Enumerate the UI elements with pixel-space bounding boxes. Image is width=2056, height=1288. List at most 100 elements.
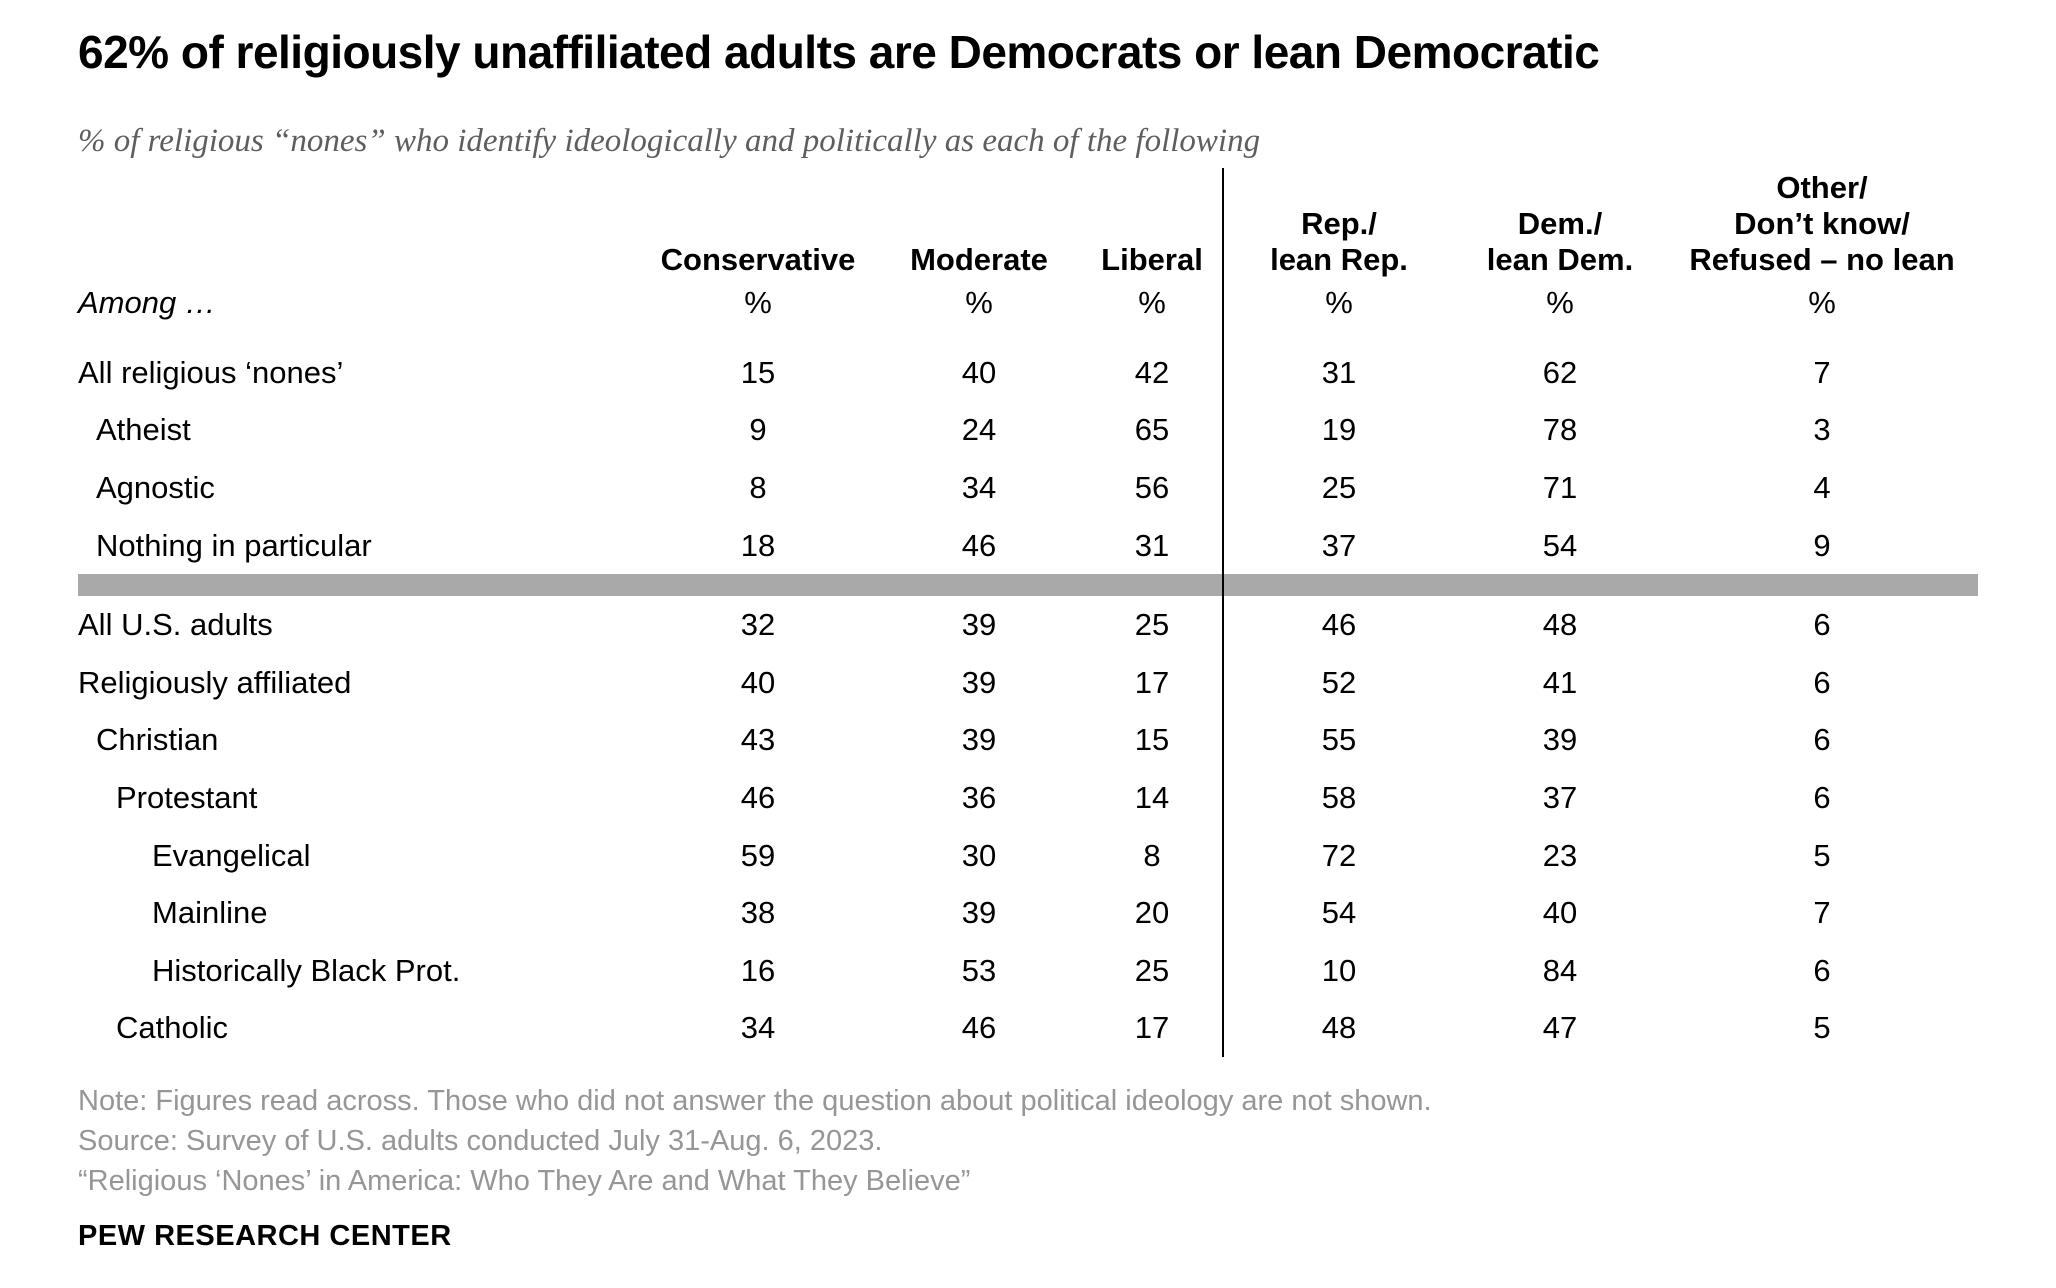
- divider-bar-cell: [876, 574, 1082, 596]
- value-cell: 42: [1134, 354, 1170, 390]
- value-cell: 8: [749, 469, 767, 505]
- value-cell: 48: [1542, 607, 1578, 643]
- column-header: Liberal: [1101, 242, 1203, 277]
- value-cell: 6: [1813, 607, 1831, 643]
- divider-bar-cell: [1082, 574, 1222, 596]
- report-subtitle: % of religious “nones” who identify ideo…: [78, 123, 1261, 159]
- value-cell: 25: [1134, 952, 1170, 988]
- value-cell: 43: [740, 722, 776, 758]
- table-row: Nothing in particular 18 46 31 37 54 9: [78, 516, 1978, 575]
- row-label: Evangelical: [152, 837, 311, 873]
- value-cell: 62: [1542, 354, 1578, 390]
- column-header: Moderate: [910, 242, 1048, 277]
- divider-bar-cell: [1222, 574, 1454, 597]
- row-label: Catholic: [116, 1010, 228, 1046]
- value-cell: 15: [740, 354, 776, 390]
- value-cell: 32: [740, 607, 776, 643]
- value-cell: 48: [1222, 999, 1454, 1058]
- value-cell: 39: [1542, 722, 1578, 758]
- value-cell: 16: [740, 952, 776, 988]
- column-header: Other/ Don’t know/ Refused – no lean: [1689, 170, 1955, 277]
- value-cell: 58: [1222, 769, 1454, 827]
- value-cell: 46: [961, 527, 997, 563]
- gap-cell: [78, 326, 640, 344]
- value-cell: 72: [1222, 826, 1454, 885]
- value-cell: 34: [740, 1010, 776, 1046]
- value-cell: 18: [740, 527, 776, 563]
- value-cell: 4: [1813, 469, 1831, 505]
- value-cell: 30: [961, 837, 997, 873]
- row-label: Mainline: [152, 895, 268, 931]
- table-row: Christian 43 39 15 55 39 6: [78, 711, 1978, 770]
- value-cell: 47: [1542, 1010, 1578, 1046]
- table-row: Catholic 34 46 17 48 47 5: [78, 999, 1978, 1058]
- value-cell: 46: [961, 1010, 997, 1046]
- divider-bar-cell: [640, 574, 876, 596]
- value-cell: 15: [1134, 722, 1170, 758]
- column-header: Rep./ lean Rep.: [1222, 168, 1454, 280]
- table-note: Note: Figures read across. Those who did…: [78, 1085, 1432, 1118]
- table-row: Agnostic 8 34 56 25 71 4: [78, 459, 1978, 517]
- brand-footer: PEW RESEARCH CENTER: [78, 1220, 452, 1253]
- value-cell: 39: [961, 722, 997, 758]
- value-cell: 20: [1134, 895, 1170, 931]
- row-label: Nothing in particular: [96, 527, 372, 563]
- value-cell: 54: [1222, 884, 1454, 942]
- gap-cell: [1082, 326, 1222, 344]
- value-cell: 9: [749, 412, 767, 448]
- table-row: Evangelical 59 30 8 72 23 5: [78, 826, 1978, 885]
- value-cell: 39: [961, 607, 997, 643]
- value-cell: 54: [1542, 527, 1578, 563]
- value-cell: 59: [740, 837, 776, 873]
- value-cell: 14: [1134, 779, 1170, 815]
- value-cell: 23: [1542, 837, 1578, 873]
- gap-cell: [1454, 326, 1666, 344]
- value-cell: 39: [961, 664, 997, 700]
- table-row: Religiously affiliated 40 39 17 52 41 6: [78, 653, 1978, 712]
- value-cell: 40: [1542, 895, 1578, 931]
- gap-cell: [1666, 326, 1978, 344]
- value-cell: 7: [1813, 895, 1831, 931]
- value-cell: 10: [1222, 941, 1454, 1000]
- value-cell: 8: [1143, 837, 1161, 873]
- unit-cell: %: [965, 285, 993, 320]
- unit-cell: %: [1546, 285, 1574, 320]
- table-row: Atheist 9 24 65 19 78 3: [78, 401, 1978, 460]
- divider-bar-row: [78, 574, 1978, 597]
- stat-table: Conservative Moderate Liberal Rep./ lean Re…: [78, 168, 1978, 1058]
- column-header: Conservative: [660, 242, 856, 277]
- value-cell: 9: [1813, 527, 1831, 563]
- value-cell: 7: [1813, 354, 1831, 390]
- value-cell: 56: [1134, 469, 1170, 505]
- value-cell: 65: [1134, 412, 1170, 448]
- row-label: All U.S. adults: [78, 607, 273, 643]
- row-label: Protestant: [116, 779, 258, 815]
- value-cell: 78: [1542, 412, 1578, 448]
- value-cell: 55: [1222, 711, 1454, 770]
- row-label: Atheist: [96, 412, 191, 448]
- value-cell: 46: [1222, 596, 1454, 654]
- table-row: All religious ‘nones’ 15 40 42 31 62 7: [78, 344, 1978, 402]
- value-cell: 36: [961, 779, 997, 815]
- gap-cell: [640, 326, 876, 344]
- table-row: All U.S. adults 32 39 25 46 48 6: [78, 596, 1978, 654]
- value-cell: 40: [740, 664, 776, 700]
- value-cell: 53: [961, 952, 997, 988]
- value-cell: 52: [1222, 653, 1454, 712]
- value-cell: 41: [1542, 664, 1578, 700]
- table-quote: “Religious ‘Nones’ in America: Who They …: [78, 1165, 971, 1198]
- gap-cell: [1222, 326, 1454, 344]
- header-row-spacer: [78, 168, 640, 280]
- value-cell: 25: [1134, 607, 1170, 643]
- row-label: All religious ‘nones’: [78, 354, 344, 390]
- value-cell: 84: [1542, 952, 1578, 988]
- among-label: Among …: [78, 285, 216, 320]
- gap-cell: [876, 326, 1082, 344]
- table-row: Protestant 46 36 14 58 37 6: [78, 769, 1978, 827]
- value-cell: 5: [1813, 1010, 1831, 1046]
- value-cell: 37: [1222, 516, 1454, 575]
- value-cell: 17: [1134, 1010, 1170, 1046]
- value-cell: 46: [740, 779, 776, 815]
- table-row: Historically Black Prot. 16 53 25 10 84 6: [78, 941, 1978, 1000]
